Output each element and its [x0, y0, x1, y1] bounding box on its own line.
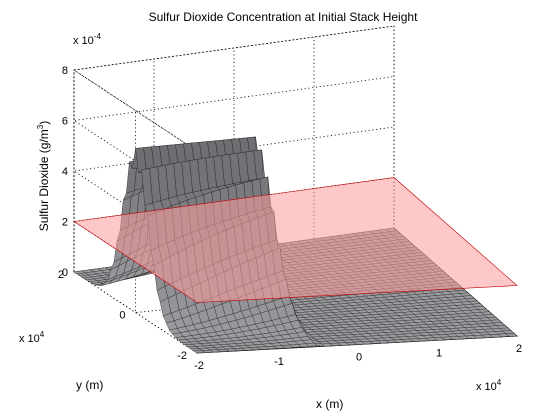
- x-axis-label: x (m): [316, 397, 343, 411]
- x-tick-label: -1: [274, 356, 284, 368]
- z-gridline: [72, 25, 395, 152]
- z-axis-label: Sulfur Dioxide (g/m3): [36, 121, 51, 232]
- chart-title: Sulfur Dioxide Concentration at Initial …: [149, 10, 418, 24]
- y-tick-label: -2: [177, 350, 187, 362]
- x-tick-label: -2: [194, 360, 204, 372]
- y-axis-label: y (m): [76, 378, 103, 392]
- surface-patch: [505, 333, 518, 337]
- z-tick-label: 8: [62, 65, 68, 77]
- x-tick-labels: -2 -1 0 1 2: [194, 343, 522, 372]
- z-tick-label: 6: [62, 116, 68, 128]
- y-multiplier: x 104: [19, 330, 45, 345]
- x-tick-label: 2: [516, 343, 522, 355]
- y-tick-label: 2: [58, 269, 64, 281]
- x-tick-label: 1: [436, 347, 442, 359]
- x-tick-label: 0: [356, 352, 362, 364]
- z-multiplier: x 10-4: [73, 32, 101, 47]
- x-gridline: [233, 48, 358, 345]
- plane-patch: [73, 177, 518, 303]
- x-gridline: [73, 70, 198, 354]
- z-tick-label: 4: [62, 166, 68, 178]
- z-tick-labels: 0 2 4 6 8: [62, 65, 68, 279]
- y-tick-label: 0: [119, 310, 125, 322]
- threshold-plane: [73, 177, 518, 303]
- x-multiplier: x 104: [476, 378, 502, 393]
- z-tick-label: 2: [62, 217, 68, 229]
- z-tick-label: 0: [62, 267, 68, 279]
- y-tick-labels: -202: [58, 269, 187, 362]
